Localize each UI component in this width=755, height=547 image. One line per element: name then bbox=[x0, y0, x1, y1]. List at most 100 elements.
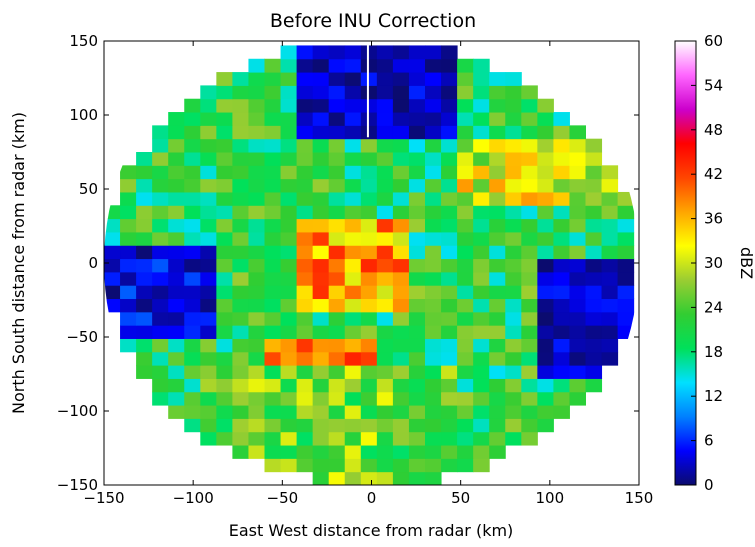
reflectivity-cell bbox=[344, 365, 362, 379]
reflectivity-cell bbox=[296, 418, 314, 433]
reflectivity-cell bbox=[392, 405, 410, 419]
reflectivity-cell bbox=[200, 231, 217, 246]
reflectivity-cell bbox=[521, 325, 538, 339]
reflectivity-cell bbox=[216, 98, 233, 113]
reflectivity-cell bbox=[280, 325, 298, 339]
reflectivity-cell bbox=[200, 285, 217, 300]
reflectivity-cell bbox=[216, 245, 233, 260]
reflectivity-cell bbox=[489, 165, 506, 180]
reflectivity-cell bbox=[408, 152, 426, 166]
reflectivity-cell bbox=[232, 378, 249, 393]
reflectivity-cell bbox=[328, 245, 346, 260]
reflectivity-cell bbox=[457, 258, 474, 273]
reflectivity-cell bbox=[280, 191, 298, 206]
reflectivity-cell bbox=[376, 338, 394, 353]
reflectivity-cell bbox=[168, 405, 185, 419]
reflectivity-cell bbox=[585, 152, 603, 166]
reflectivity-cell bbox=[296, 391, 314, 406]
reflectivity-cell bbox=[120, 231, 137, 246]
reflectivity-cell bbox=[569, 191, 586, 206]
reflectivity-cell bbox=[280, 72, 298, 86]
reflectivity-cell bbox=[328, 178, 346, 193]
reflectivity-cell bbox=[360, 311, 378, 326]
reflectivity-cell bbox=[232, 445, 249, 459]
reflectivity-cell bbox=[344, 418, 362, 433]
reflectivity-cell bbox=[408, 112, 426, 126]
reflectivity-cell bbox=[200, 325, 217, 339]
reflectivity-cell bbox=[441, 152, 458, 166]
reflectivity-cell bbox=[168, 205, 185, 220]
reflectivity-cell bbox=[232, 405, 249, 419]
reflectivity-cell bbox=[441, 285, 458, 300]
reflectivity-cell bbox=[505, 165, 522, 180]
reflectivity-cell bbox=[344, 325, 362, 339]
reflectivity-cell bbox=[344, 178, 362, 193]
reflectivity-cell bbox=[441, 45, 458, 60]
reflectivity-cell bbox=[264, 431, 282, 446]
x-tick-label: 100 bbox=[536, 489, 565, 507]
reflectivity-cell bbox=[553, 191, 570, 206]
reflectivity-cell bbox=[360, 58, 378, 73]
reflectivity-cell bbox=[312, 58, 330, 73]
reflectivity-cell bbox=[408, 458, 426, 473]
reflectivity-cell bbox=[216, 258, 233, 273]
reflectivity-cell bbox=[521, 391, 538, 406]
reflectivity-cell bbox=[232, 258, 249, 273]
reflectivity-cell bbox=[425, 112, 442, 126]
reflectivity-cell bbox=[232, 205, 249, 220]
reflectivity-cell bbox=[312, 112, 330, 126]
reflectivity-cell bbox=[473, 271, 490, 286]
reflectivity-cell bbox=[248, 298, 265, 313]
reflectivity-cell bbox=[264, 218, 282, 233]
reflectivity-cell bbox=[457, 218, 474, 233]
reflectivity-cell bbox=[264, 231, 282, 246]
reflectivity-cell bbox=[585, 178, 603, 193]
reflectivity-cell bbox=[264, 205, 282, 220]
reflectivity-cell bbox=[296, 138, 314, 153]
reflectivity-cell bbox=[280, 98, 298, 113]
reflectivity-cell bbox=[296, 378, 314, 393]
reflectivity-cell bbox=[280, 391, 298, 406]
reflectivity-cell bbox=[505, 365, 522, 379]
reflectivity-cell bbox=[280, 445, 298, 459]
reflectivity-cell bbox=[408, 378, 426, 393]
reflectivity-cell bbox=[168, 298, 185, 313]
reflectivity-cell bbox=[601, 205, 619, 220]
reflectivity-cell bbox=[521, 112, 538, 126]
reflectivity-cell bbox=[521, 431, 538, 446]
reflectivity-cell bbox=[248, 258, 265, 273]
reflectivity-cell bbox=[280, 351, 298, 366]
reflectivity-cell bbox=[376, 458, 394, 473]
reflectivity-cell bbox=[441, 125, 458, 140]
reflectivity-cell bbox=[344, 471, 362, 486]
reflectivity-cell bbox=[553, 298, 570, 313]
reflectivity-cell bbox=[280, 258, 298, 273]
reflectivity-cell bbox=[232, 152, 249, 166]
reflectivity-cell bbox=[168, 311, 185, 326]
reflectivity-cell bbox=[601, 271, 619, 286]
colorbar-ticks: 0 6 12 18 24 30 36 42 48 54 60 bbox=[691, 32, 723, 494]
reflectivity-cell bbox=[360, 351, 378, 366]
reflectivity-cell bbox=[473, 351, 490, 366]
colorbar-tick-label: 36 bbox=[704, 210, 723, 228]
reflectivity-cell bbox=[408, 98, 426, 113]
reflectivity-cell bbox=[392, 205, 410, 220]
reflectivity-cell bbox=[473, 191, 490, 206]
reflectivity-cell bbox=[200, 178, 217, 193]
y-tick-label: 50 bbox=[79, 180, 98, 198]
reflectivity-cell bbox=[521, 311, 538, 326]
reflectivity-cell bbox=[473, 72, 490, 86]
reflectivity-cell bbox=[264, 298, 282, 313]
reflectivity-cell bbox=[489, 285, 506, 300]
reflectivity-cell bbox=[457, 365, 474, 379]
reflectivity-cell bbox=[136, 338, 153, 353]
reflectivity-cell bbox=[312, 471, 330, 486]
reflectivity-cell bbox=[376, 98, 394, 113]
reflectivity-cell bbox=[585, 191, 603, 206]
reflectivity-cell bbox=[585, 231, 603, 246]
reflectivity-cell bbox=[296, 258, 314, 273]
reflectivity-cell bbox=[216, 378, 233, 393]
reflectivity-cell bbox=[264, 271, 282, 286]
reflectivity-cell bbox=[473, 405, 490, 419]
reflectivity-cell bbox=[280, 58, 298, 73]
